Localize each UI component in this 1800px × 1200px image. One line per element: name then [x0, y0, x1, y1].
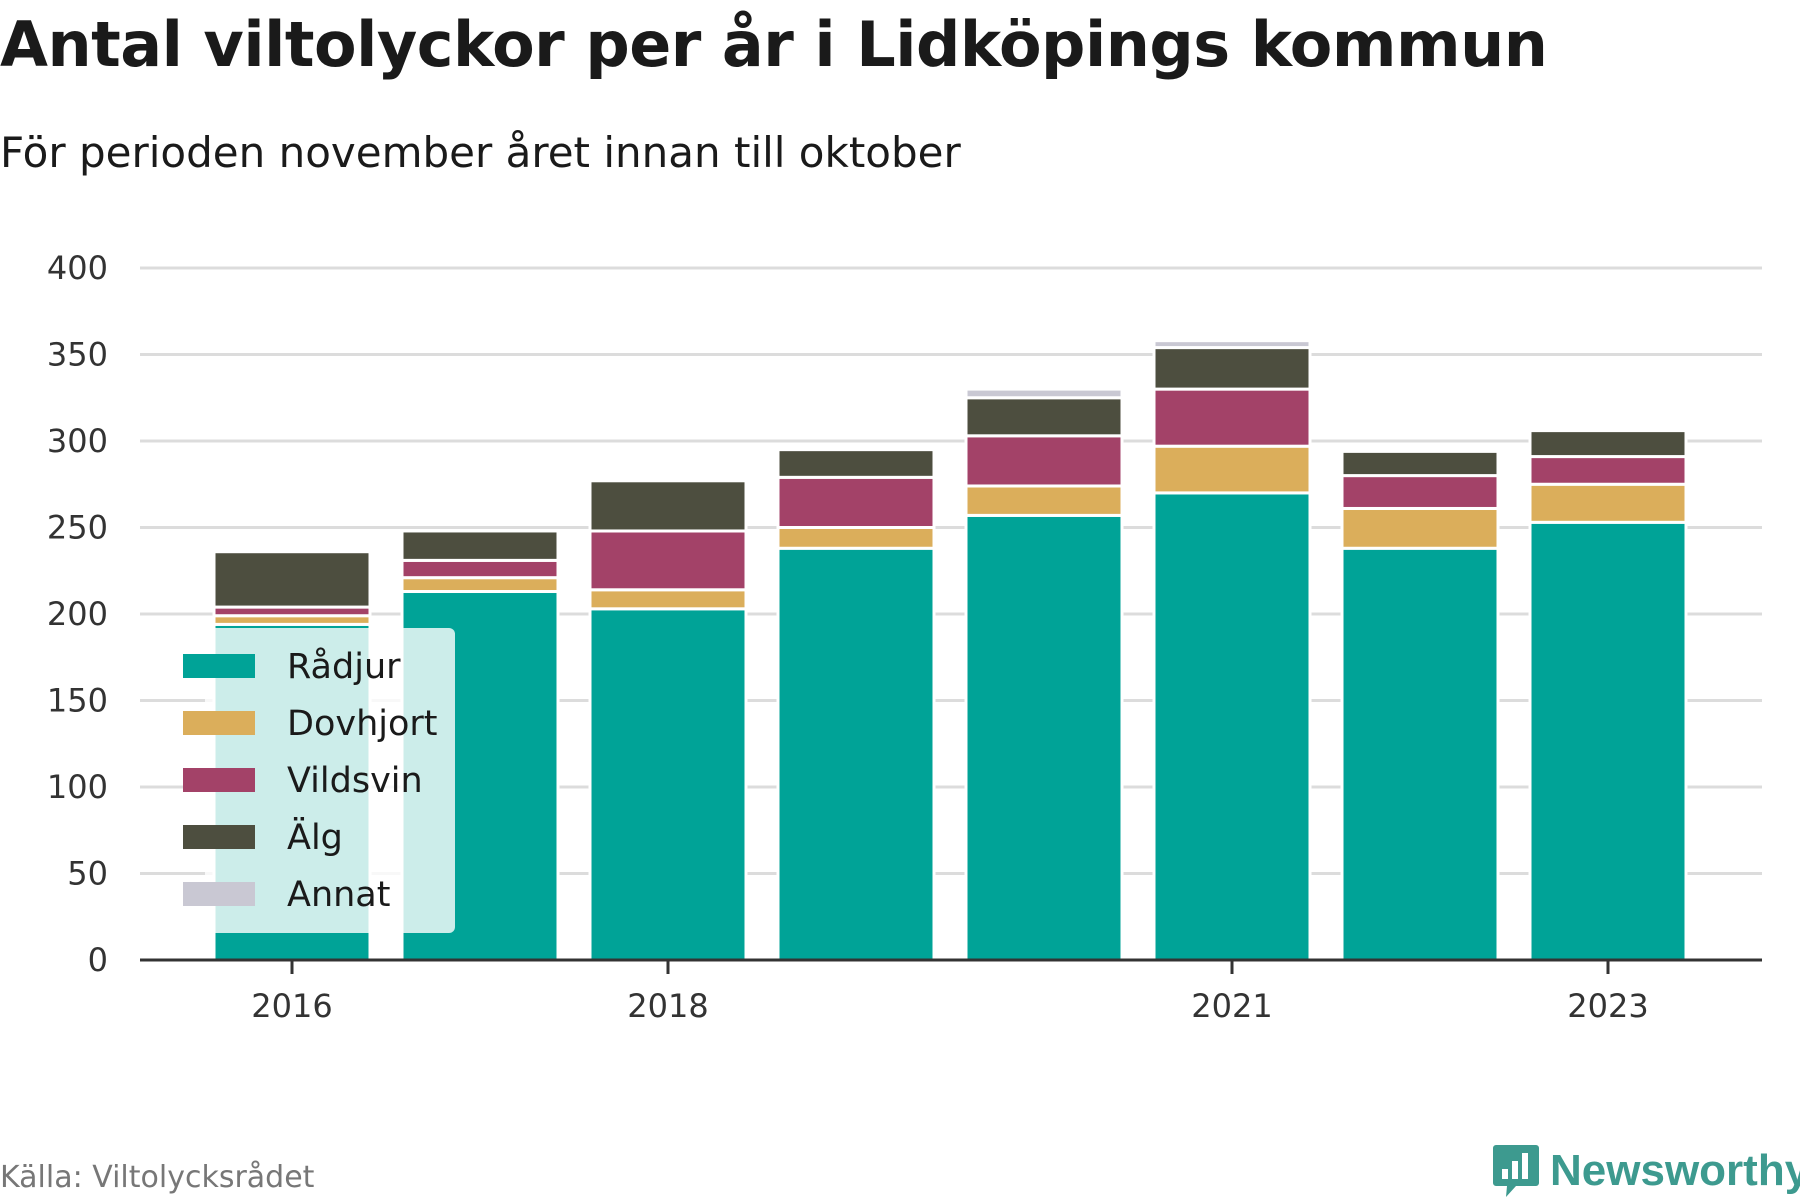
bar-segment: [1152, 444, 1312, 495]
bar-segment: [1340, 506, 1500, 550]
bar-segment: [964, 513, 1124, 962]
chart-title: Antal viltolyckor per år i Lidköpings ko…: [0, 8, 1548, 81]
bar-segment: [1152, 346, 1312, 391]
bar-segment: [964, 484, 1124, 517]
y-tick-label: 50: [67, 855, 108, 893]
bar-segment: [588, 479, 748, 533]
legend-swatch: [183, 768, 255, 792]
newsworthy-logo[interactable]: Newsworthy: [1492, 1143, 1800, 1199]
legend-label: Annat: [287, 875, 390, 915]
x-tick-label: 2021: [1191, 987, 1272, 1025]
legend: Rådjur Dovhjort Vildsvin Älg Annat: [183, 628, 455, 933]
bar-segment: [400, 558, 560, 580]
stacked-bar-chart: 0 50 100 150 200 250 300 350 400 2016 2018 2021 2023…: [47, 249, 1762, 1025]
bar-segment: [1340, 449, 1500, 478]
brand-name: Newsworthy: [1550, 1146, 1800, 1195]
bar-segment: [1152, 387, 1312, 448]
bar-segment: [776, 526, 936, 550]
legend-label: Vildsvin: [287, 761, 423, 801]
y-tick-label: 100: [47, 768, 108, 806]
bar-segment: [1528, 455, 1688, 486]
bar-segment: [1528, 429, 1688, 459]
bar-segment: [1152, 339, 1312, 350]
y-tick-label: 350: [47, 336, 108, 374]
legend-label: Rådjur: [287, 646, 401, 687]
bar-segment: [1528, 482, 1688, 524]
bar-segment: [1152, 491, 1312, 962]
y-tick-label: 250: [47, 509, 108, 547]
bar-segment: [964, 396, 1124, 438]
bar-segment: [400, 576, 560, 594]
bars-group: [212, 339, 1688, 962]
legend-swatch: [183, 711, 255, 735]
legend-swatch: [183, 654, 255, 678]
bar-segment: [1528, 520, 1688, 962]
bar-segment: [776, 546, 936, 962]
bar-segment: [400, 529, 560, 562]
bar-segment: [964, 387, 1124, 400]
y-tick-label: 200: [47, 595, 108, 633]
bar-segment: [588, 588, 748, 611]
x-tick-label: 2018: [627, 987, 708, 1025]
legend-label: Älg: [287, 816, 343, 858]
bar-segment: [588, 607, 748, 962]
y-tick-label: 400: [47, 249, 108, 287]
chart-subtitle: För perioden november året innan till ok…: [0, 128, 961, 177]
source-note: Källa: Viltolycksrådet: [0, 1160, 315, 1195]
y-tick-label: 300: [47, 422, 108, 460]
bar-segment: [1340, 474, 1500, 510]
x-tick-label: 2023: [1567, 987, 1648, 1025]
y-tick-label: 0: [88, 941, 108, 979]
bar-segment: [964, 434, 1124, 488]
bar-segment: [1340, 546, 1500, 962]
legend-swatch: [183, 825, 255, 849]
legend-swatch: [183, 882, 255, 906]
bar-segment: [588, 529, 748, 592]
legend-label: Dovhjort: [287, 704, 438, 744]
bar-segment: [776, 448, 936, 479]
legend-background: [205, 628, 455, 933]
x-tick-label: 2016: [251, 987, 332, 1025]
bar-segment: [212, 550, 372, 609]
y-tick-label: 150: [47, 682, 108, 720]
bar-chart-icon: [1493, 1145, 1539, 1197]
bar-segment: [776, 475, 936, 529]
